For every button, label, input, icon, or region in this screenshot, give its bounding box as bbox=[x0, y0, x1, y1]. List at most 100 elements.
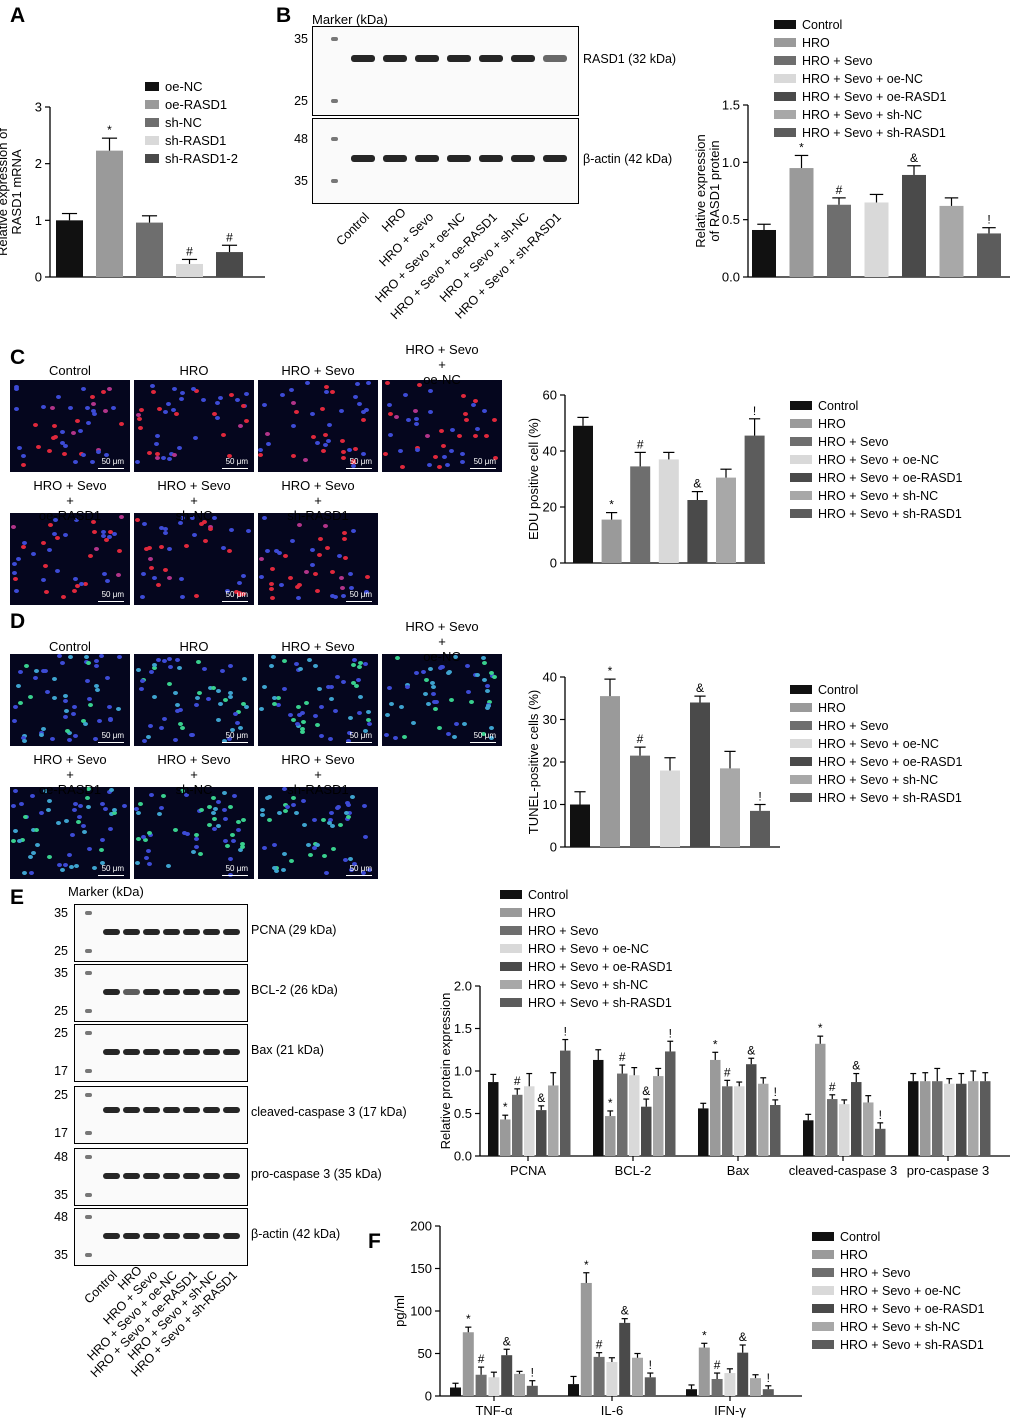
cell-nucleus bbox=[428, 410, 434, 415]
cell-nucleus bbox=[40, 727, 46, 732]
cell-nucleus bbox=[356, 710, 362, 715]
legend-label: sh-RASD1 bbox=[165, 133, 226, 148]
cell-nucleus bbox=[88, 554, 94, 559]
significance-mark: # bbox=[724, 1065, 731, 1079]
protein-band bbox=[143, 1107, 160, 1113]
scale-bar-label: 50 μm bbox=[225, 864, 248, 873]
cell-nucleus bbox=[332, 595, 338, 600]
legend-label: oe-NC bbox=[165, 79, 203, 94]
cell-nucleus bbox=[361, 418, 367, 423]
cell-nucleus bbox=[20, 453, 26, 458]
protein-band bbox=[123, 1233, 140, 1239]
cell-nucleus bbox=[343, 811, 349, 816]
blot-membrane bbox=[74, 1208, 248, 1266]
cell-nucleus bbox=[52, 532, 58, 537]
cell-nucleus bbox=[57, 654, 63, 659]
scale-bar-label: 50 μm bbox=[349, 590, 372, 599]
legend-label: HRO + Sevo + oe-NC bbox=[528, 942, 649, 956]
cell-nucleus bbox=[347, 856, 353, 861]
cell-nucleus bbox=[296, 582, 302, 587]
cell-nucleus bbox=[338, 822, 344, 827]
marker-value: 25 bbox=[54, 944, 68, 958]
scale-bar-line bbox=[222, 468, 248, 469]
significance-mark: & bbox=[537, 1091, 545, 1105]
micrograph-label: HRO + Sevo + oe-NC bbox=[405, 619, 479, 664]
bar bbox=[605, 1116, 616, 1156]
cell-nucleus bbox=[309, 563, 315, 568]
scale-bar-line bbox=[222, 875, 248, 876]
protein-band bbox=[203, 929, 220, 935]
scale-bar-line bbox=[470, 468, 496, 469]
legend-swatch bbox=[790, 491, 812, 500]
cell-nucleus bbox=[360, 870, 366, 875]
cell-nucleus bbox=[178, 396, 184, 401]
cell-nucleus bbox=[282, 808, 288, 813]
cell-nucleus bbox=[290, 795, 296, 800]
lane-label: Control bbox=[333, 210, 372, 249]
bar bbox=[720, 768, 740, 847]
legend-swatch bbox=[790, 509, 812, 518]
cell-nucleus bbox=[317, 536, 323, 541]
cell-nucleus bbox=[300, 720, 306, 725]
cell-nucleus bbox=[217, 701, 223, 706]
cell-nucleus bbox=[68, 865, 74, 870]
cell-nucleus bbox=[290, 424, 296, 429]
cell-nucleus bbox=[183, 543, 189, 548]
cell-nucleus bbox=[328, 684, 334, 689]
legend-label: HRO + Sevo + sh-NC bbox=[840, 1320, 960, 1334]
cell-nucleus bbox=[166, 456, 172, 461]
blot-row-label: pro-caspase 3 (35 kDa) bbox=[251, 1167, 382, 1181]
cell-nucleus bbox=[358, 660, 364, 665]
cell-nucleus bbox=[322, 854, 328, 859]
cell-nucleus bbox=[387, 685, 393, 690]
cell-nucleus bbox=[265, 441, 271, 446]
cell-nucleus bbox=[276, 811, 282, 816]
y-axis-label: EDU positive cell (%) bbox=[526, 418, 541, 540]
protein-band bbox=[351, 155, 375, 162]
cell-nucleus bbox=[336, 554, 342, 559]
cell-nucleus bbox=[148, 793, 154, 798]
cell-nucleus bbox=[52, 423, 58, 428]
cell-nucleus bbox=[99, 654, 105, 659]
cell-nucleus bbox=[180, 595, 186, 600]
cell-nucleus bbox=[276, 550, 282, 555]
cell-nucleus bbox=[12, 788, 18, 793]
micrograph-label: HRO + Sevo + sh-RASD1 bbox=[281, 752, 355, 797]
bar bbox=[737, 1352, 749, 1396]
cell-nucleus bbox=[28, 871, 34, 876]
cell-nucleus bbox=[289, 387, 295, 392]
cell-nucleus bbox=[463, 417, 469, 422]
blot-row-label: BCL-2 (26 kDa) bbox=[251, 983, 338, 997]
cell-nucleus bbox=[104, 537, 110, 542]
ladder-band bbox=[85, 911, 92, 915]
cell-nucleus bbox=[146, 848, 152, 853]
bar bbox=[570, 804, 590, 847]
cell-nucleus bbox=[321, 817, 327, 822]
cell-nucleus bbox=[228, 872, 234, 877]
cell-nucleus bbox=[237, 725, 243, 730]
ladder-band bbox=[85, 1155, 92, 1159]
cell-nucleus bbox=[61, 451, 67, 456]
cell-nucleus bbox=[431, 691, 437, 696]
protein-band bbox=[203, 1107, 220, 1113]
cell-nucleus bbox=[173, 411, 179, 416]
cell-nucleus bbox=[309, 547, 315, 552]
cell-nucleus bbox=[181, 830, 187, 835]
cell-nucleus bbox=[226, 549, 232, 554]
marker-value: 35 bbox=[54, 906, 68, 920]
cell-nucleus bbox=[335, 675, 341, 680]
cell-nucleus bbox=[140, 678, 146, 683]
bar bbox=[690, 702, 710, 847]
cell-nucleus bbox=[290, 539, 296, 544]
marker-label: Marker (kDa) bbox=[68, 884, 144, 899]
cell-nucleus bbox=[111, 810, 117, 815]
legend-label: HRO + Sevo + sh-NC bbox=[802, 108, 922, 122]
cell-nucleus bbox=[178, 520, 184, 525]
y-tick-label: 60 bbox=[543, 388, 557, 403]
scale-bar-label: 50 μm bbox=[225, 457, 248, 466]
cell-nucleus bbox=[290, 718, 296, 723]
cell-nucleus bbox=[52, 517, 58, 522]
y-tick-label: 1 bbox=[35, 213, 42, 228]
legend-swatch bbox=[812, 1250, 834, 1259]
cell-nucleus bbox=[85, 406, 91, 411]
